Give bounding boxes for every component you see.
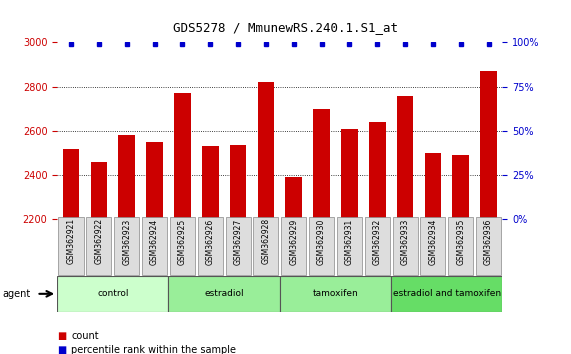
Text: GSM362936: GSM362936 [484, 218, 493, 265]
Bar [63, 149, 79, 354]
FancyBboxPatch shape [142, 217, 167, 275]
Bar [230, 145, 247, 354]
FancyBboxPatch shape [86, 217, 111, 275]
Bar [286, 177, 302, 354]
Text: agent: agent [3, 289, 31, 299]
FancyBboxPatch shape [448, 217, 473, 275]
FancyBboxPatch shape [337, 217, 362, 275]
Text: GDS5278 / MmunewRS.240.1.S1_at: GDS5278 / MmunewRS.240.1.S1_at [173, 21, 398, 34]
Text: GSM362925: GSM362925 [178, 218, 187, 264]
Text: GSM362930: GSM362930 [317, 218, 326, 265]
Text: estradiol and tamoxifen: estradiol and tamoxifen [393, 289, 501, 298]
Text: GSM362927: GSM362927 [234, 218, 243, 264]
FancyBboxPatch shape [254, 217, 279, 275]
Bar [341, 129, 357, 354]
Bar [452, 155, 469, 354]
Text: GSM362924: GSM362924 [150, 218, 159, 264]
Text: GSM362931: GSM362931 [345, 218, 354, 264]
FancyBboxPatch shape [476, 217, 501, 275]
Text: tamoxifen: tamoxifen [312, 289, 359, 298]
FancyBboxPatch shape [114, 217, 139, 275]
Bar [57, 276, 168, 312]
Bar [90, 162, 107, 354]
Bar [313, 109, 330, 354]
FancyBboxPatch shape [58, 217, 83, 275]
Text: GSM362929: GSM362929 [289, 218, 298, 264]
Text: GSM362928: GSM362928 [262, 218, 271, 264]
Bar [118, 135, 135, 354]
Text: GSM362935: GSM362935 [456, 218, 465, 265]
Bar [480, 71, 497, 354]
Text: GSM362934: GSM362934 [428, 218, 437, 265]
Text: control: control [97, 289, 128, 298]
Text: GSM362921: GSM362921 [66, 218, 75, 264]
Bar [425, 153, 441, 354]
FancyBboxPatch shape [420, 217, 445, 275]
Bar [369, 122, 385, 354]
FancyBboxPatch shape [226, 217, 251, 275]
Bar [280, 276, 391, 312]
FancyBboxPatch shape [392, 217, 417, 275]
Text: GSM362923: GSM362923 [122, 218, 131, 264]
FancyBboxPatch shape [281, 217, 306, 275]
Bar [258, 82, 274, 354]
FancyBboxPatch shape [309, 217, 334, 275]
FancyBboxPatch shape [170, 217, 195, 275]
Text: percentile rank within the sample: percentile rank within the sample [71, 346, 236, 354]
Text: GSM362926: GSM362926 [206, 218, 215, 264]
Text: GSM362933: GSM362933 [400, 218, 409, 265]
Text: count: count [71, 331, 99, 341]
Bar [391, 276, 502, 312]
Text: ■: ■ [57, 331, 66, 341]
Bar [397, 96, 413, 354]
FancyBboxPatch shape [365, 217, 390, 275]
Bar [174, 93, 191, 354]
Bar [146, 142, 163, 354]
Text: GSM362932: GSM362932 [373, 218, 382, 264]
Bar [168, 276, 280, 312]
FancyBboxPatch shape [198, 217, 223, 275]
Text: ■: ■ [57, 346, 66, 354]
Text: estradiol: estradiol [204, 289, 244, 298]
Bar [202, 147, 219, 354]
Text: GSM362922: GSM362922 [94, 218, 103, 264]
